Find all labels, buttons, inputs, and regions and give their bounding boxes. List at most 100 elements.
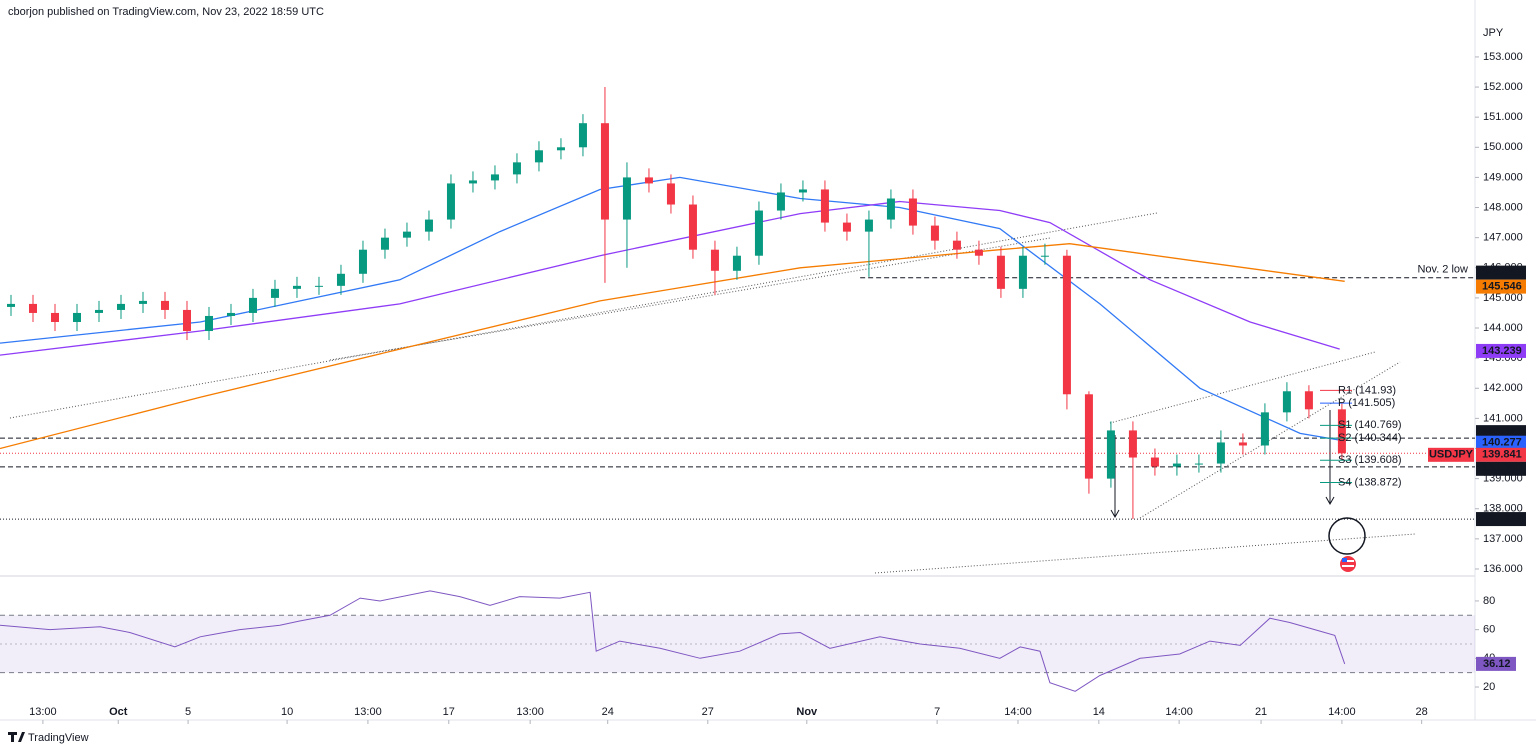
y-tick-label: 60 (1483, 624, 1495, 636)
candle-body (336, 273, 345, 286)
price-label-box (1476, 435, 1526, 450)
x-tick-label: Nov (796, 706, 818, 718)
y-tick-label: 20 (1483, 681, 1495, 693)
x-tick-label: Oct (109, 706, 128, 718)
price-label-box (1476, 447, 1526, 462)
candle-body (424, 219, 433, 232)
y-tick-label: 138.000 (1483, 503, 1523, 515)
price-label-box (1476, 265, 1526, 280)
candle-body (534, 150, 543, 163)
candle-body (908, 198, 917, 226)
x-tick-label: 13:00 (354, 706, 382, 718)
y-tick-label: 152.000 (1483, 81, 1523, 93)
candle-body (776, 192, 785, 211)
arrow-head (1110, 509, 1120, 519)
price-label: 145.546 (1482, 281, 1522, 293)
y-tick-label: 141.000 (1483, 412, 1523, 424)
candle-body (116, 303, 125, 310)
candle-body (754, 210, 763, 256)
candle-body (512, 162, 521, 175)
candle-body (864, 219, 873, 232)
candle-body (182, 309, 191, 332)
arrow-head (1325, 496, 1335, 506)
candle-body (1172, 463, 1181, 467)
price-label-box (1476, 343, 1526, 358)
x-tick-label: 10 (281, 706, 293, 718)
x-tick-label: 14:00 (1328, 706, 1356, 718)
trendline (1139, 361, 1401, 519)
pivot-label: S2 (140.344) (1338, 432, 1402, 444)
candle-body (490, 174, 499, 181)
trendline (1109, 351, 1376, 424)
trendlines (9, 212, 1416, 574)
price-label-box (1476, 279, 1526, 294)
x-tick-label: 13:00 (516, 706, 544, 718)
candle-body (402, 231, 411, 238)
y-tick-label: 149.000 (1483, 171, 1523, 183)
candle-body (1304, 391, 1313, 410)
candle-body (204, 315, 213, 332)
x-tick-label: 13:00 (29, 706, 57, 718)
candle-body (798, 189, 807, 193)
candle-body (1018, 255, 1027, 289)
price-label: 139.841 (1482, 449, 1522, 461)
flag-stripe (1342, 565, 1354, 567)
rsi-line (0, 590, 1346, 692)
price-label: 140.277 (1482, 437, 1522, 449)
candle-body (952, 240, 961, 250)
flag-stripe (1342, 560, 1354, 562)
candle-body (842, 222, 851, 232)
candle-body (380, 237, 389, 250)
candle-body (578, 123, 587, 148)
moving-average (0, 243, 1345, 450)
trendline (9, 212, 1158, 419)
us-flag-icon (1340, 556, 1356, 572)
candle-body (1282, 391, 1291, 413)
candle-body (28, 303, 37, 313)
pivot-label: P (141.505) (1338, 397, 1395, 409)
rsi-label: 36.12 (1483, 658, 1511, 670)
x-tick-label: 21 (1255, 706, 1267, 718)
candle-body (886, 198, 895, 220)
price-label: 137.657 (1482, 513, 1522, 525)
moving-average (0, 200, 1340, 356)
candle-body (314, 285, 323, 287)
candle-body (1260, 412, 1269, 446)
candle-body (1106, 430, 1115, 479)
target-circle (1328, 517, 1366, 555)
candle-body (1128, 430, 1137, 458)
y-tick-label: 145.000 (1483, 292, 1523, 304)
y-tick-label: 144.000 (1483, 322, 1523, 334)
candle-body (600, 123, 609, 220)
symbol-tag: USDJPY (1429, 449, 1474, 461)
candle-body (732, 255, 741, 271)
candle-body (50, 312, 59, 322)
candle-body (996, 255, 1005, 289)
x-tick-label: 7 (934, 706, 940, 718)
x-tick-label: 14:00 (1165, 706, 1193, 718)
price-label: 140.345 (1482, 426, 1522, 438)
y-tick-label: 137.000 (1483, 533, 1523, 545)
candle-body (644, 177, 653, 184)
moving-average (0, 176, 1340, 441)
candle-body (1238, 442, 1247, 446)
price-label-box (1476, 512, 1526, 527)
pivot-label: S3 (139.608) (1338, 454, 1402, 466)
pivot-label: R1 (141.93) (1338, 384, 1396, 396)
brand-name: TradingView (28, 732, 89, 744)
y-tick-label: 148.000 (1483, 201, 1523, 213)
candle-body (622, 177, 631, 220)
y-tick-label: 153.000 (1483, 51, 1523, 63)
price-label-box (1476, 425, 1526, 440)
candle-body (358, 249, 367, 274)
price-label: 145.667 (1482, 267, 1522, 279)
symbol-tag-box (1428, 447, 1474, 462)
y-tick-label: 147.000 (1483, 232, 1523, 244)
candle-body (930, 225, 939, 241)
candle-body (1216, 442, 1225, 464)
x-tick-label: 14 (1093, 706, 1105, 718)
candle-body (1150, 457, 1159, 467)
candle-body (138, 300, 147, 304)
